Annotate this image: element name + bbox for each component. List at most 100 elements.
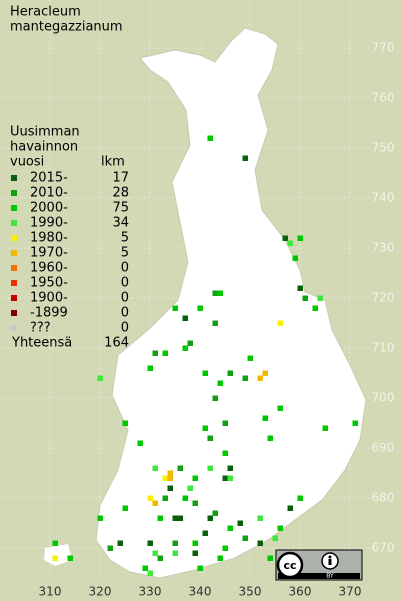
license-badge: cc BY (275, 549, 363, 581)
observation-square (162, 350, 168, 356)
cc-text: cc (283, 559, 296, 572)
x-tick-label: 360 (289, 585, 312, 599)
legend-swatch (11, 175, 17, 181)
y-tick-label: 750 (372, 141, 395, 155)
observation-square (147, 495, 153, 501)
finland-outline (95, 27, 367, 579)
observation-square (162, 475, 168, 481)
observation-square (212, 320, 218, 326)
observation-square (122, 505, 128, 511)
observation-square (167, 485, 173, 491)
observation-square (272, 535, 278, 541)
observation-square (237, 520, 243, 526)
observation-square (322, 425, 328, 431)
observation-square (147, 365, 153, 371)
observation-square (172, 515, 178, 521)
total-count: 164 (104, 336, 129, 351)
observation-square (157, 515, 163, 521)
observation-square (217, 290, 223, 296)
observation-square (137, 440, 143, 446)
legend-swatch (11, 310, 17, 316)
observation-square (262, 370, 268, 376)
x-tick-label: 370 (339, 585, 362, 599)
observation-square (282, 235, 288, 241)
observation-square (187, 485, 193, 491)
observation-square (192, 540, 198, 546)
observation-square (202, 370, 208, 376)
observation-square (222, 545, 228, 551)
legend-label: 1990- (30, 216, 68, 231)
legend-swatch (11, 265, 17, 271)
observation-square (267, 555, 273, 561)
observation-square (52, 540, 58, 546)
legend-label: 2015- (30, 171, 68, 186)
legend-count: 5 (121, 246, 129, 261)
observation-square (227, 465, 233, 471)
legend-swatch (11, 220, 17, 226)
observation-square (202, 425, 208, 431)
legend-label: 1950- (30, 276, 68, 291)
x-tick-label: 320 (89, 585, 112, 599)
observation-square (257, 515, 263, 521)
observation-square (352, 420, 358, 426)
observation-square (177, 465, 183, 471)
observation-square (202, 530, 208, 536)
legend-count: 0 (121, 306, 129, 321)
observation-square (147, 540, 153, 546)
legend-heading: Uusimman (10, 125, 80, 140)
observation-square (182, 315, 188, 321)
observation-square (277, 525, 283, 531)
legend-label: 1970- (30, 246, 68, 261)
observation-square (172, 540, 178, 546)
observation-square (227, 370, 233, 376)
observation-square (172, 550, 178, 556)
observation-square (222, 450, 228, 456)
observation-square (212, 395, 218, 401)
legend-label: 1960- (30, 261, 68, 276)
observation-square (197, 565, 203, 571)
observation-square (297, 285, 303, 291)
legend-swatch (11, 280, 17, 286)
observation-square (147, 570, 153, 576)
legend-swatch (11, 295, 17, 301)
y-tick-label: 710 (372, 341, 395, 355)
observation-square (297, 495, 303, 501)
observation-square (212, 510, 218, 516)
observation-square (197, 305, 203, 311)
legend-label: 1900- (30, 291, 68, 306)
observation-square (167, 470, 173, 476)
observation-square (242, 375, 248, 381)
title-line: Heracleum (10, 5, 81, 20)
legend-label: 1980- (30, 231, 68, 246)
observation-square (152, 350, 158, 356)
observation-square (257, 540, 263, 546)
legend-count: 0 (121, 276, 129, 291)
y-tick-label: 760 (372, 91, 395, 105)
y-tick-label: 680 (372, 491, 395, 505)
observation-square (277, 320, 283, 326)
observation-square (177, 515, 183, 521)
title-line: mantegazzianum (10, 20, 123, 35)
observation-square (242, 535, 248, 541)
observation-square (97, 515, 103, 521)
legend-count: 75 (112, 201, 129, 216)
observation-square (242, 155, 248, 161)
legend-label: -1899 (30, 306, 68, 321)
observation-square (117, 540, 123, 546)
legend-count: 34 (112, 216, 129, 231)
observation-square (317, 295, 323, 301)
observation-square (287, 505, 293, 511)
observation-square (52, 555, 58, 561)
observation-square (67, 555, 73, 561)
observation-square (192, 475, 198, 481)
y-tick-label: 740 (372, 191, 395, 205)
legend: 2015- 17 2010- 28 2000- 75 1990- 34 1980- 5 1970- 5… (11, 171, 129, 336)
y-tick-label: 700 (372, 391, 395, 405)
legend-count: 28 (112, 186, 129, 201)
badge-strip (278, 573, 360, 579)
x-tick-label: 330 (139, 585, 162, 599)
legend-swatch (11, 325, 17, 331)
observation-square (107, 545, 113, 551)
by-icon-body (328, 559, 332, 565)
observations (52, 135, 358, 576)
